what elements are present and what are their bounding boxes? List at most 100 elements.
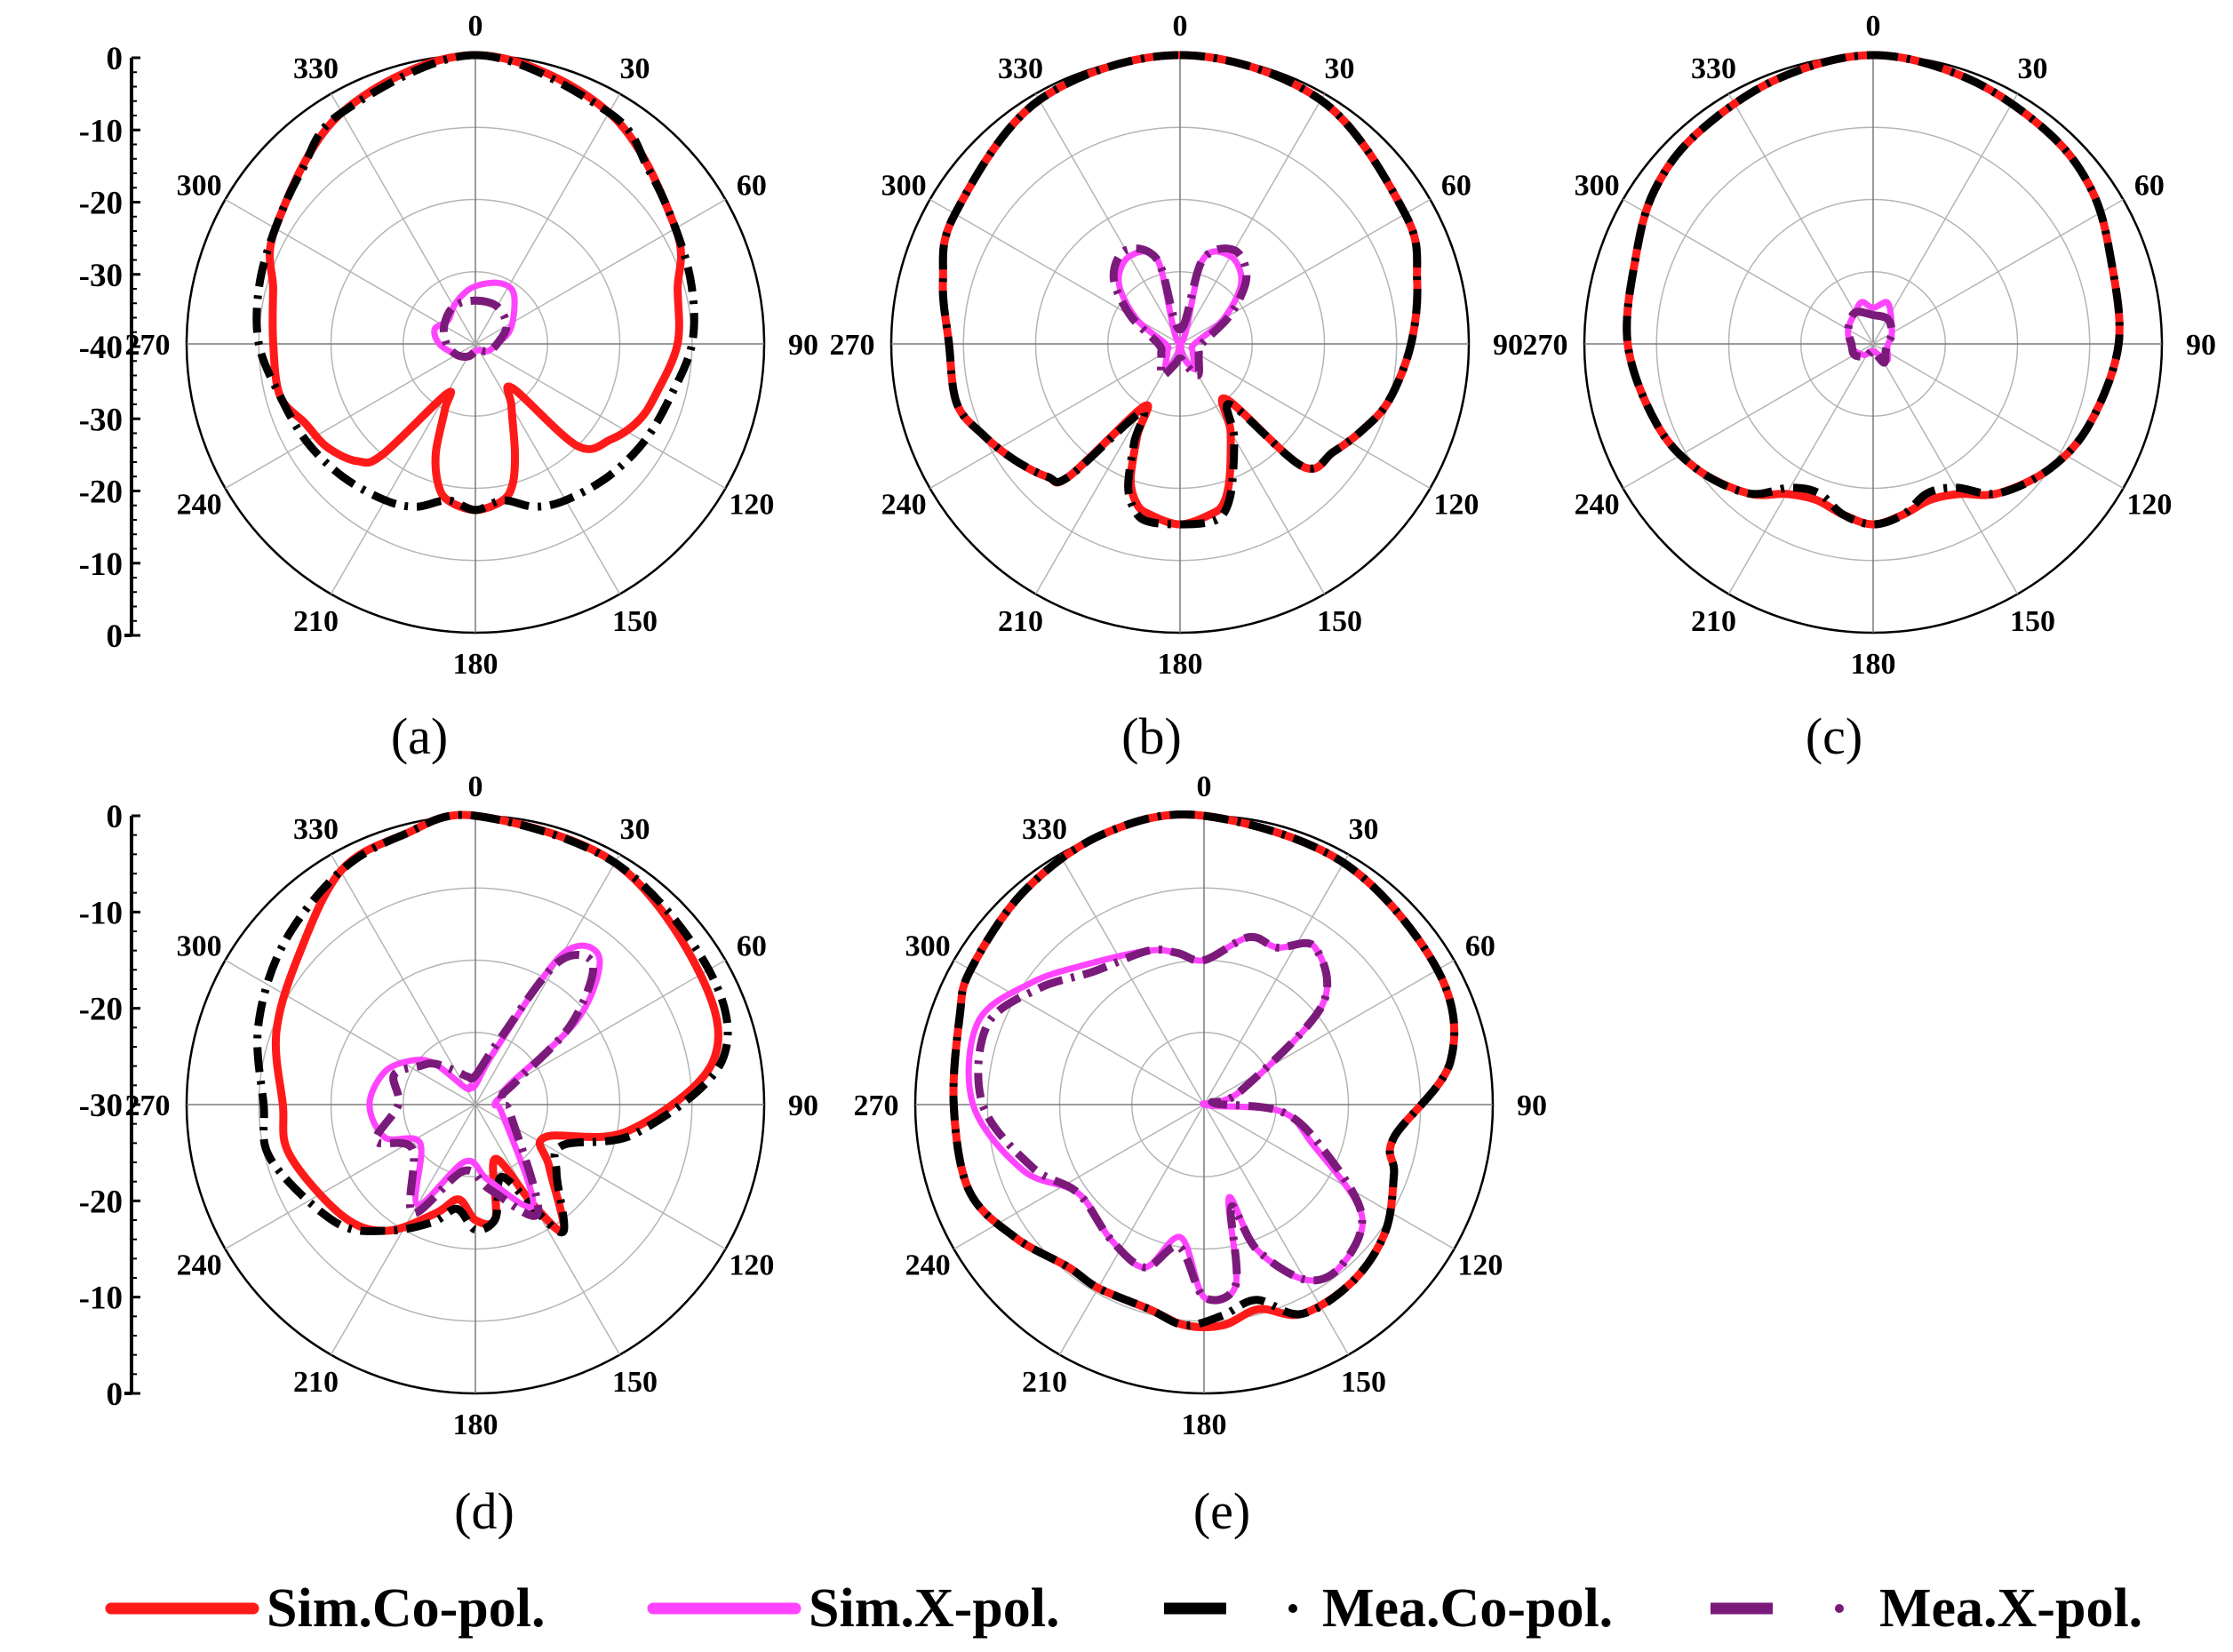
radial-scale-tick-label: -30 xyxy=(79,1088,123,1124)
radial-scale-tick-label: 0 xyxy=(107,1377,124,1413)
angle-tick-label: 30 xyxy=(620,52,650,85)
radial-scale-tick-label: -10 xyxy=(79,1281,123,1317)
angle-tick-label: 330 xyxy=(293,52,339,85)
series-sim-x xyxy=(1115,248,1245,372)
legend-swatch-dot xyxy=(1288,1604,1297,1613)
grid-spoke xyxy=(1203,1104,1350,1355)
grid-spoke xyxy=(1203,854,1350,1105)
angle-tick-label: 90 xyxy=(788,1089,818,1122)
radial-scale-tick-label: -20 xyxy=(79,186,123,222)
angle-tick-label: 270 xyxy=(830,329,875,362)
grid-spoke xyxy=(330,854,476,1105)
grid-spoke xyxy=(475,343,726,490)
grid-spoke xyxy=(330,93,476,345)
angle-tick-label: 150 xyxy=(2010,605,2055,638)
angle-tick-label: 300 xyxy=(177,170,222,203)
legend-label: Mea.X-pol. xyxy=(1879,1578,2142,1639)
grid-spoke xyxy=(1727,343,1874,595)
angle-tick-label: 240 xyxy=(177,1249,222,1282)
angle-tick-label: 330 xyxy=(998,52,1043,85)
angle-tick-label: 90 xyxy=(788,329,818,362)
angle-tick-label: 240 xyxy=(905,1249,951,1282)
grid-spoke xyxy=(953,959,1205,1105)
angle-tick-label: 90 xyxy=(1517,1089,1547,1122)
angle-tick-label: 180 xyxy=(453,1409,498,1441)
radial-scale-tick-label: -20 xyxy=(79,992,123,1028)
angle-tick-label: 60 xyxy=(737,930,767,963)
angle-tick-label: 150 xyxy=(1341,1366,1386,1399)
grid-spoke xyxy=(1203,959,1455,1105)
angle-tick-label: 0 xyxy=(468,10,483,43)
angle-tick-label: 0 xyxy=(1866,10,1881,43)
legend-swatch-dot xyxy=(1835,1604,1844,1613)
grid-spoke xyxy=(1179,93,1326,345)
grid-spoke xyxy=(1058,1104,1205,1355)
grid-spoke xyxy=(475,93,621,345)
grid-spoke xyxy=(475,343,621,595)
polar-chart-c: 0 30 60 90 120 150 180 210 240 270 300 330 xyxy=(1523,10,2217,681)
angle-tick-label: 30 xyxy=(620,813,650,846)
angle-tick-label: 60 xyxy=(1465,930,1495,963)
angle-tick-label: 330 xyxy=(293,813,339,846)
angle-tick-label: 210 xyxy=(1691,605,1736,638)
legend-item-sim-co: Sim.Co-pol. xyxy=(105,1578,545,1639)
angle-tick-label: 120 xyxy=(729,1249,774,1282)
grid-spoke xyxy=(1872,343,2124,490)
panel-label: (d) xyxy=(454,1482,514,1540)
legend-item-mea-co: Mea.Co-pol. xyxy=(1164,1578,1613,1639)
angle-tick-label: 0 xyxy=(1173,10,1188,43)
angle-tick-label: 120 xyxy=(2126,489,2172,522)
grid-spoke xyxy=(1203,1104,1455,1250)
polar-chart-b: 0 30 60 90 120 150 180 210 240 270 300 330 xyxy=(830,10,1524,681)
grid-spoke xyxy=(1179,343,1431,490)
legend-item-sim-x: Sim.X-pol. xyxy=(647,1578,1059,1639)
panel-label: (c) xyxy=(1806,707,1862,765)
angle-tick-label: 180 xyxy=(1851,648,1896,681)
grid-spoke xyxy=(1872,343,2019,595)
grid-spoke xyxy=(1179,343,1326,595)
angle-tick-label: 150 xyxy=(1317,605,1362,638)
angle-tick-label: 240 xyxy=(881,489,927,522)
angle-tick-label: 240 xyxy=(1575,489,1620,522)
grid-spoke xyxy=(475,854,621,1105)
legend-label: Mea.Co-pol. xyxy=(1322,1578,1613,1639)
series-mea-x xyxy=(974,932,1367,1305)
grid-spoke xyxy=(1034,93,1181,345)
radial-scale-tick-label: -40 xyxy=(79,330,123,366)
angle-tick-label: 0 xyxy=(1197,770,1212,803)
grid-spoke xyxy=(225,343,476,490)
grid-spoke xyxy=(475,198,726,345)
angle-tick-label: 150 xyxy=(612,1366,658,1399)
angle-tick-label: 60 xyxy=(2134,170,2165,203)
radial-scale-tick-label: -30 xyxy=(79,258,123,294)
angle-tick-label: 180 xyxy=(453,648,498,681)
series-mea-co xyxy=(949,810,1459,1329)
radial-scale-tick-label: -20 xyxy=(79,475,123,511)
angle-tick-label: 270 xyxy=(854,1089,899,1122)
angle-tick-label: 120 xyxy=(729,489,774,522)
radial-scale-tick-label: -10 xyxy=(79,895,123,931)
angle-tick-label: 0 xyxy=(468,770,483,803)
angle-tick-label: 300 xyxy=(177,930,222,963)
radial-scale-tick-label: 0 xyxy=(107,799,124,835)
radial-scale-tick-label: -30 xyxy=(79,402,123,438)
angle-tick-label: 330 xyxy=(1022,813,1067,846)
series-mea-x xyxy=(371,951,598,1220)
grid-spoke xyxy=(475,1104,621,1355)
angle-tick-label: 300 xyxy=(1575,170,1620,203)
angle-tick-label: 30 xyxy=(1349,813,1379,846)
series-mea-co xyxy=(252,51,698,515)
series-mea-co xyxy=(938,51,1422,529)
grid-spoke xyxy=(330,343,476,595)
angle-tick-label: 330 xyxy=(1691,52,1736,85)
angle-tick-label: 300 xyxy=(881,170,927,203)
angle-tick-label: 120 xyxy=(1457,1249,1503,1282)
radial-scale-tick-label: -20 xyxy=(79,1184,123,1220)
legend: Sim.Co-pol. Sim.X-pol. Mea.Co-pol. Mea.X-po… xyxy=(105,1578,2142,1639)
legend-label: Sim.X-pol. xyxy=(809,1578,1059,1639)
polar-chart-a: 03060901201501802102402703003300-10-20-3… xyxy=(79,10,818,681)
polar-chart-d: 03060901201501802102402703003300-10-20-3… xyxy=(79,770,818,1441)
grid-spoke xyxy=(929,343,1181,490)
series-mea-co xyxy=(1623,51,2124,529)
angle-tick-label: 90 xyxy=(1493,329,1523,362)
